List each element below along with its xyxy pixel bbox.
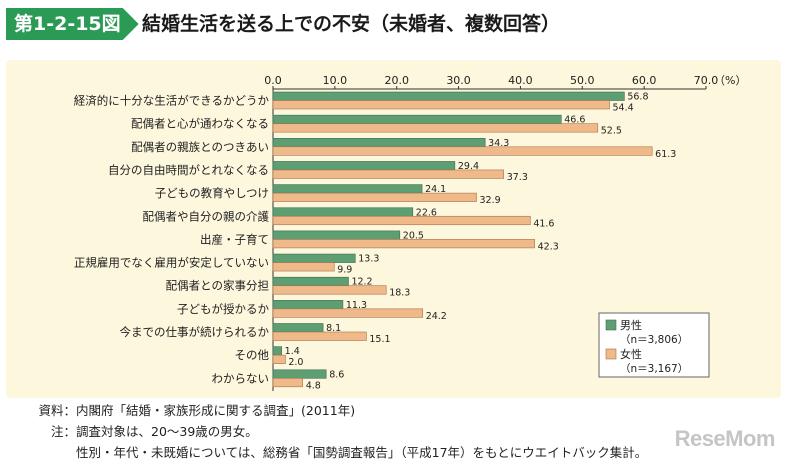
bar-male bbox=[272, 161, 456, 171]
category-label: 配偶者の親族とのつきあい bbox=[131, 140, 269, 154]
bar-female bbox=[272, 215, 531, 226]
legend-box bbox=[598, 312, 710, 378]
category-label: わからない bbox=[212, 371, 270, 385]
bar-male bbox=[272, 253, 356, 263]
category-label: 配偶者と心が通わなくなる bbox=[131, 117, 269, 131]
bar-male bbox=[272, 300, 344, 310]
data-label-male: 8.1 bbox=[326, 323, 341, 334]
category-label: 正規雇用でなく雇用が安定していない bbox=[74, 256, 269, 270]
data-label-female: 41.6 bbox=[533, 218, 554, 229]
bar-female bbox=[272, 262, 335, 272]
bar-male bbox=[272, 369, 327, 379]
x-tick-label: 50.0 bbox=[570, 74, 595, 87]
bar-female bbox=[272, 331, 367, 341]
data-label-male: 34.3 bbox=[488, 138, 509, 149]
data-label-female: 9.9 bbox=[337, 265, 352, 276]
legend-n-male: （n＝3,806） bbox=[620, 334, 688, 346]
x-tick-label: 10.0 bbox=[323, 74, 348, 87]
note-line-1: 調査対象は、20～39歳の男女。 bbox=[76, 424, 258, 439]
bar-male bbox=[272, 184, 423, 194]
x-tick-label: 0.0 bbox=[264, 74, 282, 87]
bar-male bbox=[272, 346, 282, 356]
bar-female bbox=[272, 239, 535, 249]
data-label-female: 37.3 bbox=[507, 172, 528, 183]
category-label: 出産・子育て bbox=[200, 232, 269, 246]
bar-female bbox=[272, 377, 303, 388]
bar-female bbox=[272, 192, 477, 202]
data-label-male: 13.3 bbox=[358, 254, 379, 265]
bar-male bbox=[272, 323, 324, 333]
data-label-male: 20.5 bbox=[403, 230, 424, 241]
data-label-female: 52.5 bbox=[601, 126, 622, 137]
source-text: 内閣府「結婚・家族形成に関する調査」(2011年) bbox=[76, 403, 356, 418]
bar-male bbox=[272, 230, 401, 240]
legend-label-male: 男性 bbox=[620, 318, 642, 332]
category-label: 配偶者との家事分担 bbox=[166, 279, 269, 293]
data-label-male: 8.6 bbox=[329, 369, 344, 380]
bar-female bbox=[272, 100, 610, 110]
category-label: 子どもの教育やしつけ bbox=[155, 186, 269, 200]
x-tick-label: 60.0 bbox=[632, 74, 657, 87]
x-tick-label: 20.0 bbox=[384, 74, 409, 87]
category-label: 自分の自由時間がとれなくなる bbox=[108, 163, 269, 177]
source-label: 資料： bbox=[38, 403, 76, 418]
data-label-female: 54.4 bbox=[613, 103, 634, 114]
bar-female bbox=[272, 354, 286, 364]
bar-female bbox=[272, 123, 599, 133]
data-label-male: 11.3 bbox=[346, 300, 367, 311]
legend-swatch-female bbox=[605, 348, 617, 360]
category-label: 子どもが授かるか bbox=[177, 302, 269, 316]
note-row: 注：調査対象は、20～39歳の男女。 bbox=[34, 421, 647, 442]
data-label-male: 29.4 bbox=[458, 161, 479, 172]
category-label: その他 bbox=[235, 348, 270, 362]
bar-male bbox=[272, 138, 486, 148]
bar-chart: 0.0 10.0 20.0 30.0 40.0 50.0 60.0 70.0（%） 経済的に十分… bbox=[74, 74, 747, 391]
figure-header: 第1-2-15図 結婚生活を送る上での不安（未婚者、複数回答） bbox=[6, 5, 781, 43]
data-label-female: 18.3 bbox=[389, 288, 410, 299]
source-row: 資料：内閣府「結婚・家族形成に関する調査」(2011年) bbox=[34, 400, 647, 421]
data-label-male: 22.6 bbox=[416, 207, 437, 218]
chart-panel: 0.0 10.0 20.0 30.0 40.0 50.0 60.0 70.0 （%） 経済的に十分… bbox=[6, 60, 781, 398]
legend-label-female: 女性 bbox=[620, 347, 642, 361]
bar-male bbox=[272, 207, 414, 217]
figure-title: 結婚生活を送る上での不安（未婚者、複数回答） bbox=[142, 13, 561, 35]
data-label-female: 24.2 bbox=[426, 311, 447, 322]
bar-female bbox=[272, 146, 653, 156]
note-line-2: 性別・年代・未既婚については、総務省「国勢調査報告」（平成17年）をもとにウエイ… bbox=[76, 445, 648, 460]
data-label-female: 61.3 bbox=[655, 149, 676, 160]
data-label-male: 46.6 bbox=[564, 115, 585, 126]
bar-female bbox=[272, 308, 423, 318]
figure-number-badge: 第1-2-15図 bbox=[6, 8, 139, 40]
notes: 資料：内閣府「結婚・家族形成に関する調査」(2011年) 注：調査対象は、20～… bbox=[34, 400, 647, 463]
x-tick-label: 70.0 bbox=[694, 74, 719, 87]
category-label: 今までの仕事が続けられるか bbox=[120, 325, 270, 339]
data-label-male: 12.2 bbox=[351, 277, 372, 288]
x-tick-label: 30.0 bbox=[446, 74, 471, 87]
data-label-female: 15.1 bbox=[369, 334, 390, 345]
category-label: 経済的に十分な生活ができるかどうか bbox=[74, 94, 270, 108]
x-tick-label: 40.0 bbox=[508, 74, 533, 87]
note-row-2: 性別・年代・未既婚については、総務省「国勢調査報告」（平成17年）をもとにウエイ… bbox=[34, 442, 647, 463]
data-label-female: 4.8 bbox=[306, 380, 321, 391]
note-label: 注： bbox=[50, 424, 76, 439]
data-label-male: 24.1 bbox=[425, 184, 446, 195]
bar-male bbox=[272, 114, 562, 124]
data-label-male: 1.4 bbox=[285, 346, 300, 357]
data-label-female: 42.3 bbox=[538, 241, 559, 252]
bar-female bbox=[272, 285, 387, 295]
bar-female bbox=[272, 169, 505, 179]
bar-male bbox=[272, 276, 349, 286]
data-label-female: 2.0 bbox=[288, 357, 303, 368]
legend-swatch-male bbox=[605, 319, 617, 331]
data-label-male: 56.8 bbox=[627, 92, 648, 103]
category-label: 配偶者や自分の親の介護 bbox=[143, 209, 270, 223]
data-label-female: 32.9 bbox=[480, 195, 501, 206]
bar-male bbox=[272, 91, 625, 101]
legend-n-female: （n＝3,167） bbox=[620, 363, 688, 375]
x-unit-label: （%） bbox=[714, 74, 746, 87]
watermark-logo: ReseMom bbox=[674, 426, 776, 451]
